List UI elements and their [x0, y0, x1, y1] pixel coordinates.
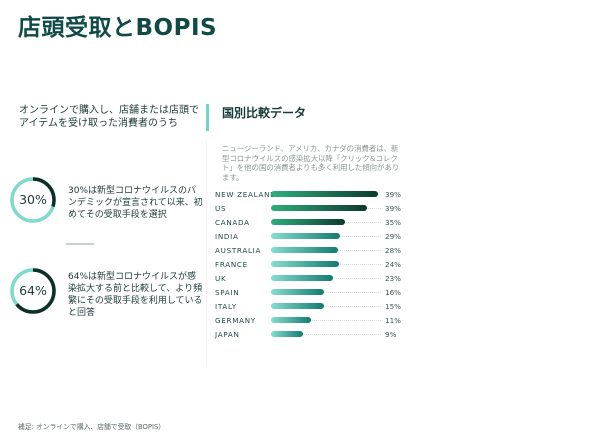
- bar: [271, 233, 340, 239]
- country-label: INDIA: [215, 232, 239, 241]
- bar: [271, 261, 339, 267]
- bar: [271, 289, 324, 295]
- bar: [271, 247, 338, 253]
- chart-row: SPAIN 16%: [215, 286, 405, 300]
- bar: [271, 317, 311, 323]
- chart-row: NEW ZEALAND 39%: [215, 188, 405, 202]
- value-label: 24%: [385, 260, 401, 269]
- page-title: 店頭受取とBOPIS: [18, 15, 218, 41]
- value-label: 39%: [385, 204, 401, 213]
- footnote: 補足: オンラインで購入、店舗で受取（BOPIS）: [18, 423, 166, 431]
- chart-row: CANADA 35%: [215, 216, 405, 230]
- column-divider: [206, 140, 207, 365]
- country-bar-chart: NEW ZEALAND 39% US 39% CANADA 35% INDIA 29% AUST…: [215, 188, 405, 342]
- value-label: 35%: [385, 218, 401, 227]
- country-label: ITALY: [215, 302, 237, 311]
- stat-description: 30%は新型コロナウイルスのパンデミックが宣言されて以来、初めてその受取手段を選…: [68, 186, 203, 220]
- value-label: 15%: [385, 302, 401, 311]
- chart-row: GERMANY 11%: [215, 314, 405, 328]
- donut-percent-label: 30%: [19, 192, 47, 207]
- country-label: AUSTRALIA: [215, 246, 262, 255]
- section-description: ニュージーランド、アメリカ、カナダの消費者は、新型コロナウイルスの感染拡大以降「…: [222, 144, 400, 182]
- section-title: 国別比較データ: [222, 106, 307, 120]
- country-label: FRANCE: [215, 260, 248, 269]
- value-label: 11%: [385, 316, 401, 325]
- bar: [271, 219, 345, 225]
- left-panel-heading: オンラインで購入し、店舗または店頭でアイテムを受け取った消費者のうち: [19, 105, 199, 129]
- donut-chart-64: 64%: [9, 267, 57, 315]
- country-label: US: [215, 204, 227, 213]
- bar: [271, 303, 324, 309]
- bar-track: [271, 320, 381, 321]
- divider: [66, 243, 94, 245]
- bar: [271, 331, 303, 337]
- chart-row: UK 23%: [215, 272, 405, 286]
- country-label: NEW ZEALAND: [215, 190, 277, 199]
- value-label: 23%: [385, 274, 401, 283]
- country-label: SPAIN: [215, 288, 240, 297]
- country-label: UK: [215, 274, 227, 283]
- chart-row: ITALY 15%: [215, 300, 405, 314]
- stat-description: 64%は新型コロナウイルスが感染拡大する前と比較して、より頻繁にその受取手段を利…: [68, 272, 203, 318]
- bar: [271, 191, 378, 197]
- bar: [271, 275, 333, 281]
- chart-row: INDIA 29%: [215, 230, 405, 244]
- chart-row: US 39%: [215, 202, 405, 216]
- donut-ring-icon: [10, 177, 56, 223]
- donut-percent-label: 64%: [19, 283, 47, 298]
- country-label: CANADA: [215, 218, 250, 227]
- country-label: JAPAN: [215, 330, 240, 339]
- chart-row: FRANCE 24%: [215, 258, 405, 272]
- chart-row: JAPAN 9%: [215, 328, 405, 342]
- value-label: 39%: [385, 190, 401, 199]
- country-label: GERMANY: [215, 316, 256, 325]
- value-label: 16%: [385, 288, 401, 297]
- bar-track: [271, 306, 381, 307]
- bar-track: [271, 292, 381, 293]
- value-label: 29%: [385, 232, 401, 241]
- section-accent-bar: [206, 104, 209, 131]
- bar-track: [271, 334, 381, 335]
- value-label: 9%: [385, 330, 397, 339]
- donut-chart-30: 30%: [9, 176, 57, 224]
- donut-ring-icon: [10, 268, 56, 314]
- chart-row: AUSTRALIA 28%: [215, 244, 405, 258]
- bar: [271, 205, 367, 211]
- value-label: 28%: [385, 246, 401, 255]
